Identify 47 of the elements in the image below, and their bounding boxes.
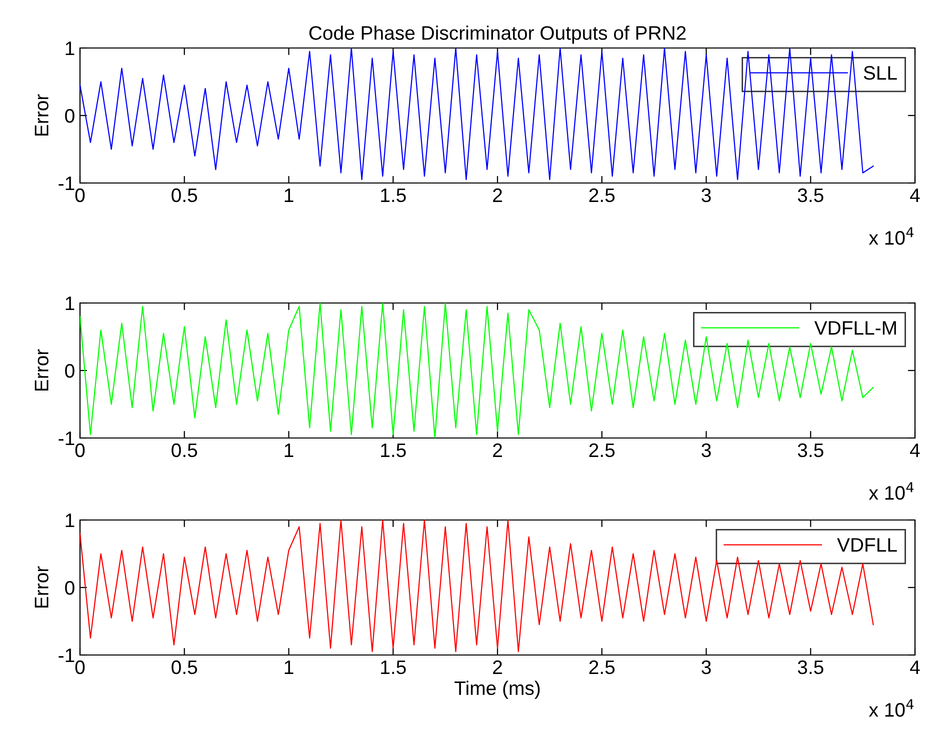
x-tick-label: 0: [75, 188, 85, 202]
x-tick-label: 2.5: [589, 660, 615, 674]
chart-title: Code Phase Discriminator Outputs of PRN2: [309, 26, 686, 44]
y-tick-label: 0: [65, 108, 74, 123]
y-tick-label: 1: [66, 514, 74, 528]
y-tick-label: 1: [66, 296, 74, 310]
y-axis-title: Error: [34, 94, 48, 136]
x-tick-label: 1: [284, 188, 294, 202]
x-tick-label: 3: [702, 443, 711, 458]
y-tick-label: -1: [58, 176, 74, 190]
x-tick-label: 3.5: [798, 660, 824, 674]
x-tick-label: 0: [75, 443, 85, 458]
text: x 10$^{4}$: [868, 699, 914, 717]
series-label: SLL: [864, 66, 897, 80]
x-tick-label: 3.5: [798, 188, 824, 202]
y-tick-label: 0: [65, 580, 74, 595]
x-tick-label: 1: [284, 444, 294, 457]
x-tick-label: 4: [910, 660, 920, 674]
y-tick-label: 1: [66, 42, 74, 56]
x-tick-label: 3.5: [798, 443, 824, 458]
y-tick-label: 0: [65, 364, 74, 378]
legend-label: VDFLL: [837, 538, 897, 552]
x-tick-label: 4: [910, 444, 920, 457]
x-tick-label: 1: [284, 660, 294, 674]
x-tick-label: 4: [910, 188, 920, 202]
x-axis-title: Time (ms): [454, 680, 540, 699]
y-tick-label: -1: [58, 432, 74, 446]
x-tick-label: 1.5: [381, 188, 406, 202]
x-tick-label: 0.5: [172, 188, 198, 202]
x-tick-label: 2: [493, 443, 502, 457]
y-axis-title: Error: [34, 349, 48, 391]
x-tick-label: 1.5: [381, 444, 406, 458]
x-tick-label: 0: [75, 660, 85, 674]
text: x 10$^{4}$: [868, 227, 914, 245]
text: x 10$^{4}$: [868, 482, 914, 500]
x-tick-label: 2: [493, 660, 502, 674]
x-tick-label: 2.5: [589, 443, 615, 458]
x-tick-label: 3: [702, 660, 711, 674]
x-tick-label: 2: [493, 188, 502, 202]
y-axis-title: Error: [34, 566, 48, 608]
x-tick-label: 3: [702, 188, 711, 202]
x-tick-label: 1.5: [381, 660, 406, 674]
x-tick-label: 0.5: [172, 660, 198, 674]
x-tick-label: 2.5: [589, 188, 615, 202]
y-tick-label: -1: [58, 648, 74, 662]
x-tick-label: 0.5: [172, 443, 198, 458]
series-label: VDFLL-M: [814, 321, 896, 335]
